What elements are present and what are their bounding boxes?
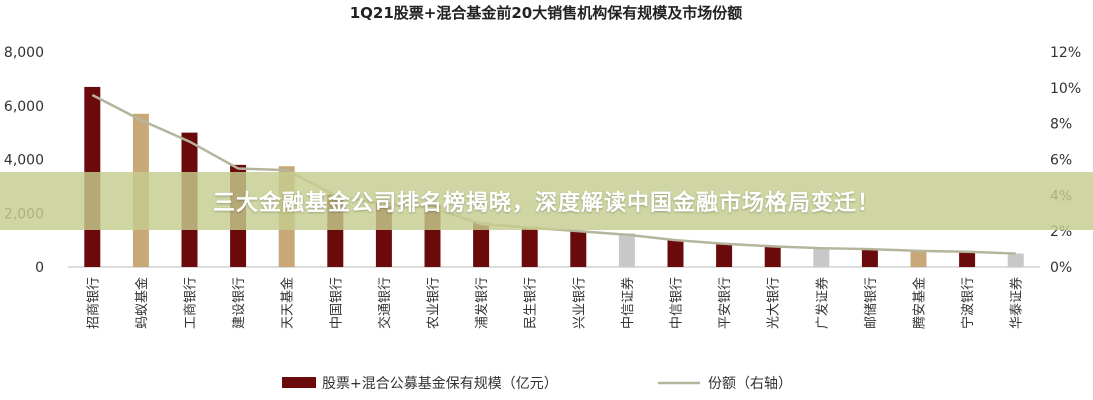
category-label: 兴业银行 xyxy=(572,277,587,329)
category-label: 建设银行 xyxy=(232,277,247,329)
bar xyxy=(473,222,490,267)
legend: 股票+混合公募基金保有规模（亿元） 份额（右轴） xyxy=(282,375,792,392)
category-label: 平安银行 xyxy=(718,277,733,329)
category-label: 浦发银行 xyxy=(474,277,490,329)
category-label: 邮储银行 xyxy=(864,277,879,329)
category-label: 广发证券 xyxy=(814,277,830,329)
category-label: 宁波银行 xyxy=(960,277,976,329)
category-label: 工商银行 xyxy=(184,277,199,329)
bar xyxy=(1007,253,1024,267)
category-label: 农业银行 xyxy=(427,277,442,329)
category-label: 光大银行 xyxy=(767,277,782,329)
right-tick-label: 0% xyxy=(1050,260,1072,276)
right-tick-label: 8% xyxy=(1050,117,1072,133)
right-tick-label: 10% xyxy=(1050,81,1081,97)
left-tick-label: 4,000 xyxy=(4,153,44,169)
legend-bar-label: 股票+混合公募基金保有规模（亿元） xyxy=(322,375,558,392)
legend-bar-swatch xyxy=(282,377,316,388)
category-label: 天天基金 xyxy=(280,277,296,329)
legend-line-label: 份额（右轴） xyxy=(708,376,792,392)
bar xyxy=(521,226,538,267)
bar xyxy=(910,250,927,267)
category-label: 蚂蚁基金 xyxy=(134,277,150,329)
category-label: 中信银行 xyxy=(670,277,685,329)
left-tick-label: 6,000 xyxy=(4,99,44,115)
headline-text: 三大金融基金公司排名榜揭晓，深度解读中国金融市场格局变迁！ xyxy=(212,191,880,216)
bar xyxy=(959,252,976,267)
left-tick-label: 0 xyxy=(35,260,44,276)
right-axis: 0%2%4%6%8%10%12% xyxy=(1050,45,1081,276)
category-labels: 招商银行 蚂蚁基金 工商银行 建设银行 天天基金 中国银行 交通银行 农业银行 浦发银行 民生银行… xyxy=(86,277,1024,329)
category-label: 华泰证券 xyxy=(1009,277,1025,329)
headline-banner: 三大金融基金公司排名榜揭晓，深度解读中国金融市场格局变迁！ xyxy=(0,172,1093,230)
category-label: 民生银行 xyxy=(524,277,539,329)
category-label: 中信证券 xyxy=(620,277,636,329)
category-label: 中国银行 xyxy=(329,277,344,329)
category-label: 交通银行 xyxy=(377,277,393,329)
bar xyxy=(813,248,830,267)
bar xyxy=(764,246,781,267)
chart-title: 1Q21股票+混合基金前20大销售机构保有规模及市场份额 xyxy=(350,4,743,22)
category-label: 招商银行 xyxy=(86,277,101,329)
bar xyxy=(667,240,684,267)
bar xyxy=(618,233,635,267)
right-tick-label: 12% xyxy=(1050,45,1081,61)
bar xyxy=(861,249,878,267)
bar xyxy=(570,230,587,267)
right-tick-label: 6% xyxy=(1050,153,1072,169)
left-tick-label: 8,000 xyxy=(4,45,44,61)
bar xyxy=(716,244,733,267)
category-label: 腾安基金 xyxy=(912,277,928,329)
